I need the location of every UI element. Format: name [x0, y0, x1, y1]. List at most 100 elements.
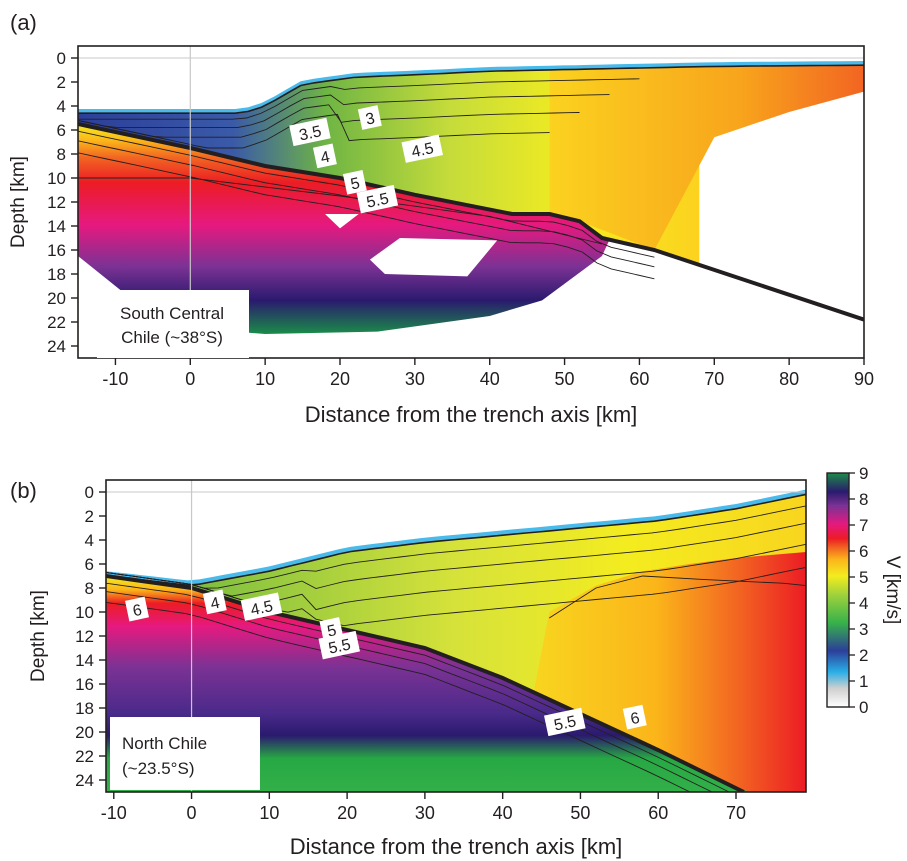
colorbar-tick-label: 0 — [859, 698, 868, 717]
panel-b-y-tick-label: 0 — [85, 483, 94, 502]
panel-a-x-tick-label: 10 — [255, 369, 275, 389]
panel-a-x-tick-label: 50 — [555, 369, 575, 389]
svg-text:6: 6 — [131, 602, 143, 620]
panel-b-x-tick-label: -10 — [101, 803, 127, 823]
colorbar-gradient — [826, 472, 850, 708]
panel-b-region-label-line-2: (~23.5°S) — [122, 759, 194, 778]
panel-b-x-tick-label: 0 — [187, 803, 197, 823]
panel-a-y-tick-label: 10 — [47, 169, 66, 188]
panel-a-y-tick-label: 24 — [47, 337, 66, 356]
colorbar-ticks: 0 1 2 3 4 5 6 7 8 9 — [849, 464, 868, 717]
panel-a-velocity-contour — [78, 94, 610, 129]
panel-b: (b) 6 4 4.555.55.5 6 -10 0 10 20 30 40 50 60 70 024… — [10, 478, 807, 859]
panel-b-y-axis-label: Depth [km] — [28, 590, 49, 682]
colorbar-tick-label: 1 — [859, 672, 868, 691]
panel-b-y-tick-label: 2 — [85, 507, 94, 526]
panel-b-y-tick-label: 22 — [75, 747, 94, 766]
panel-a-region-label-line-1: South Central — [120, 304, 224, 323]
panel-a-x-tick-label: 0 — [185, 369, 195, 389]
panel-a-y-tick-label: 2 — [57, 73, 66, 92]
panel-a-x-tick-label: 60 — [629, 369, 649, 389]
svg-text:3: 3 — [364, 110, 376, 128]
panel-a-x-axis-label: Distance from the trench axis [km] — [305, 402, 638, 427]
panel-a-x-tick-label: 20 — [330, 369, 350, 389]
panel-b-region-label-line-1: North Chile — [122, 734, 207, 753]
panel-b-x-tick-label: 50 — [570, 803, 590, 823]
panel-a-contour-label: 5.5 — [356, 184, 399, 214]
panel-b-y-tick-label: 12 — [75, 627, 94, 646]
panel-a-x-tick-label: -10 — [102, 369, 128, 389]
panel-a-y-tick-label: 6 — [57, 121, 66, 140]
panel-b-y-tick-label: 4 — [85, 531, 94, 550]
colorbar-tick-label: 5 — [859, 568, 868, 587]
panel-b-velocity-contour — [549, 575, 806, 619]
panel-a-region-label-box — [97, 290, 249, 358]
panel-a: (a) 33.54 4.555.5 -10 0 10 20 30 40 50 60 70 80 90 … — [8, 10, 874, 427]
panel-a-velocity-contour — [78, 152, 655, 280]
svg-text:4.5: 4.5 — [249, 598, 274, 619]
panel-b-water-layer — [106, 489, 806, 586]
panel-b-contour-labels: 6 4 4.555.55.5 6 — [125, 589, 647, 737]
panel-a-velocity-contour — [78, 78, 640, 120]
panel-b-y-tick-label: 16 — [75, 675, 94, 694]
panel-b-x-tick-label: 20 — [337, 803, 357, 823]
panel-a-seafloor-line — [78, 64, 864, 114]
panel-b-letter: (b) — [10, 478, 37, 503]
panel-b-contour-label: 4 — [202, 589, 227, 615]
panel-a-x-tick-label: 80 — [779, 369, 799, 389]
panel-b-forearc-wedge — [533, 552, 806, 792]
panel-a-y-tick-label: 4 — [57, 97, 66, 116]
svg-text:4.5: 4.5 — [410, 140, 435, 161]
panel-b-y-tick-label: 14 — [75, 651, 94, 670]
panel-a-velocity-contour — [78, 177, 603, 245]
panel-a-y-tick-label: 16 — [47, 241, 66, 260]
panel-a-x-tick-label: 90 — [854, 369, 874, 389]
panel-a-y-tick-label: 8 — [57, 145, 66, 164]
panel-b-contour-label: 5.5 — [318, 630, 360, 660]
panel-b-x-tick-label: 40 — [493, 803, 513, 823]
panel-b-x-tick-label: 60 — [648, 803, 668, 823]
panel-a-contour-labels: 3 3.5 4 4.5 55.5 — [289, 105, 444, 214]
panel-b-seafloor-line — [106, 493, 806, 587]
panel-b-region-label-box — [110, 717, 260, 790]
colorbar-tick-label: 8 — [859, 490, 868, 509]
panel-a-x-ticks: -10 0 10 20 30 40 50 60 70 80 90 — [102, 358, 874, 389]
svg-text:6: 6 — [629, 710, 641, 728]
panel-b-x-tick-label: 30 — [415, 803, 435, 823]
panel-a-y-tick-label: 14 — [47, 217, 66, 236]
panel-b-x-ticks: -10 0 10 20 30 40 50 60 70 — [101, 792, 746, 823]
panel-a-letter: (a) — [10, 10, 37, 35]
panel-b-x-tick-label: 70 — [726, 803, 746, 823]
panel-a-overriding-crust — [78, 66, 700, 265]
panel-a-x-tick-label: 30 — [405, 369, 425, 389]
panel-a-contour-label: 3.5 — [289, 117, 331, 147]
panel-a-contour-label: 4.5 — [401, 134, 444, 163]
panel-b-subducting-slab — [106, 576, 752, 792]
panel-b-contour-label: 6 — [622, 704, 647, 730]
panel-a-contour-lines — [78, 78, 655, 280]
panel-b-y-tick-label: 20 — [75, 723, 94, 742]
panel-b-contour-label: 5.5 — [544, 707, 586, 737]
panel-a-y-axis-label: Depth [km] — [8, 156, 29, 248]
panel-a-subducting-slab — [78, 124, 610, 334]
colorbar-label: V [km/s] — [882, 556, 903, 625]
panel-a-data-gap — [369, 238, 498, 277]
panel-b-y-tick-label: 24 — [75, 771, 94, 790]
colorbar-tick-label: 2 — [859, 646, 868, 665]
panel-a-forearc-wedge — [549, 65, 864, 250]
panel-a-y-tick-label: 20 — [47, 289, 66, 308]
panel-b-x-axis-label: Distance from the trench axis [km] — [290, 834, 623, 859]
panel-a-velocity-contour — [78, 104, 580, 138]
panel-a-y-tick-label: 12 — [47, 193, 66, 212]
colorbar-tick-label: 3 — [859, 620, 868, 639]
svg-text:5.5: 5.5 — [553, 713, 578, 734]
panel-a-y-tick-label: 18 — [47, 265, 66, 284]
panel-b-y-tick-label: 8 — [85, 579, 94, 598]
colorbar: 0 1 2 3 4 5 6 7 8 9 V [km/s] — [826, 464, 903, 717]
panel-a-velocity-contour — [78, 113, 550, 149]
svg-text:5.5: 5.5 — [327, 636, 352, 657]
colorbar-tick-label: 7 — [859, 516, 868, 535]
svg-text:4: 4 — [209, 595, 221, 613]
